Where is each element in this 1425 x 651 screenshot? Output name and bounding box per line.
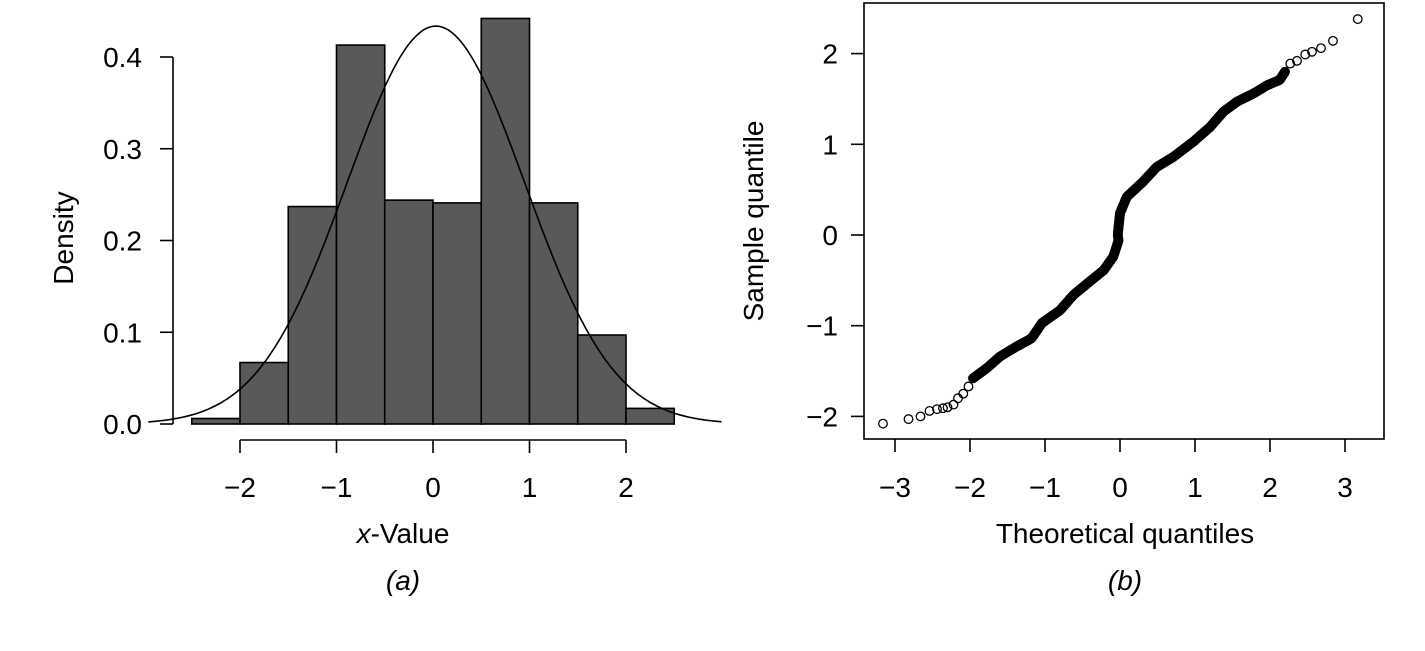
qq-point: [963, 381, 974, 392]
histogram-bars: [190, 17, 676, 425]
qq-point: [942, 402, 953, 413]
histogram-bar: [576, 334, 627, 425]
x-axis-label: x-Value: [355, 518, 450, 549]
qq-point: [1285, 58, 1296, 69]
panel-label-b: (b): [1108, 565, 1142, 596]
y-tick-label: 0.0: [103, 409, 142, 440]
qq-point: [1279, 67, 1290, 78]
plot-frame: [863, 2, 1385, 440]
x-tick-label: −3: [879, 472, 911, 503]
qq-point: [932, 404, 942, 415]
x-tick-label: 2: [1262, 472, 1278, 503]
y-tick-label: 1: [822, 129, 838, 160]
histogram-axes: 0.0 0.1 0.2 0.3 0.4 −2 −1 0 1 2: [103, 42, 634, 503]
y-tick-label: −2: [806, 401, 838, 432]
x-axis-label-rest: -Value: [371, 518, 450, 549]
y-tick-label: 0.4: [103, 42, 142, 73]
x-tick-label: 0: [1112, 472, 1128, 503]
qq-point: [953, 393, 963, 404]
x-tick-label: 3: [1337, 472, 1353, 503]
y-tick-label: 0: [822, 220, 838, 251]
histogram-bar: [383, 199, 434, 425]
qq-plot-panel: −2 −1 0 1 2 −3 −2 −1 0 1 2 3 Sample quantile Theore…: [738, 2, 1385, 596]
qq-point: [1352, 14, 1363, 25]
y-tick-label: 2: [822, 39, 838, 70]
x-axis-label: Theoretical quantiles: [996, 518, 1254, 549]
qq-point: [1300, 49, 1311, 60]
histogram-bar: [287, 205, 338, 425]
histogram-bar: [528, 202, 579, 425]
x-tick-label: −2: [954, 472, 986, 503]
qq-point: [903, 414, 914, 425]
panel-label-a: (a): [386, 565, 420, 596]
x-tick-label: 0: [425, 472, 441, 503]
y-tick-label: 0.1: [103, 317, 142, 348]
histogram-bar: [190, 417, 241, 425]
x-axis-label-italic: x: [355, 518, 372, 549]
histogram-bar: [480, 17, 531, 425]
normal-density-curve: [148, 25, 722, 423]
qq-point: [958, 388, 969, 399]
x-tick-label: 2: [618, 472, 634, 503]
qq-point: [878, 418, 888, 429]
histogram-bar: [432, 202, 483, 425]
qq-points: [878, 14, 1363, 429]
y-tick-label: −1: [806, 311, 838, 342]
histogram-bar: [625, 407, 676, 425]
x-tick-label: 1: [522, 472, 538, 503]
y-tick-label: 0.3: [103, 134, 142, 165]
qq-point: [915, 411, 926, 422]
x-tick-label: −1: [1029, 472, 1061, 503]
y-axis-label: Density: [48, 191, 79, 284]
y-axis-label: Sample quantile: [738, 121, 769, 322]
qq-point: [1307, 46, 1317, 57]
qq-point: [1328, 35, 1338, 46]
y-tick-label: 0.2: [103, 226, 142, 257]
qq-axes: −2 −1 0 1 2 −3 −2 −1 0 1 2 3: [806, 39, 1353, 503]
qq-point: [1292, 55, 1302, 66]
x-tick-label: 1: [1187, 472, 1203, 503]
histogram-panel: 0.0 0.1 0.2 0.3 0.4 −2 −1 0 1 2 Density x-Value (…: [48, 17, 722, 596]
qq-point: [1316, 43, 1326, 54]
x-tick-label: −1: [321, 472, 353, 503]
x-tick-label: −2: [224, 472, 256, 503]
qq-point: [938, 403, 948, 414]
qq-point: [924, 406, 935, 416]
histogram-bar: [239, 361, 290, 425]
